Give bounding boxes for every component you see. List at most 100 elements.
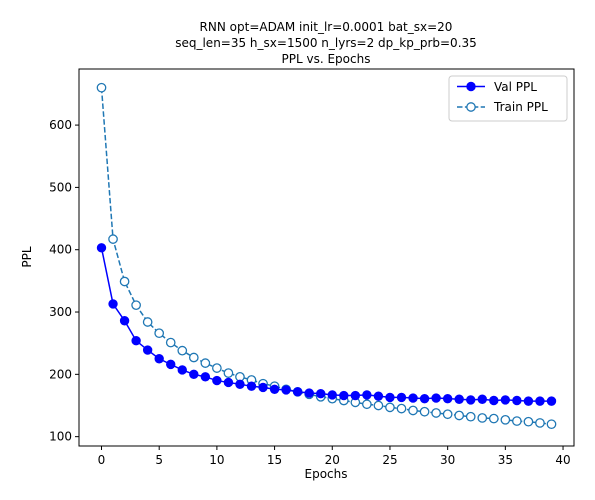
data-point-val-ppl — [431, 393, 441, 403]
data-point-val-ppl — [546, 396, 557, 406]
data-point-train-ppl — [188, 352, 199, 363]
data-point-train-ppl — [442, 409, 453, 420]
data-point-val-ppl — [96, 243, 107, 253]
y-tick-label: 300 — [49, 305, 72, 319]
legend-val-marker — [466, 81, 476, 92]
x-tick-label: 30 — [440, 453, 455, 467]
y-tick-label: 600 — [49, 118, 72, 132]
y-tick-label: 400 — [49, 243, 72, 257]
x-tick-label: 20 — [325, 453, 340, 467]
data-point-val-ppl — [362, 390, 372, 400]
legend-train-label: Train PPL — [493, 100, 548, 114]
data-point-train-ppl — [131, 300, 141, 311]
data-point-val-ppl — [350, 390, 361, 401]
data-point-val-ppl — [235, 379, 245, 390]
legend-train-marker — [466, 102, 476, 112]
data-point-train-ppl — [200, 358, 211, 368]
y-axis-label: PPL — [20, 246, 34, 267]
plot-area — [96, 82, 557, 430]
series-line-val-ppl — [100, 247, 552, 402]
x-tick-label: 5 — [155, 453, 163, 467]
x-tick-label: 40 — [555, 453, 570, 467]
data-point-val-ppl — [304, 388, 314, 398]
data-point-val-ppl — [246, 381, 257, 391]
data-point-train-ppl — [488, 413, 499, 424]
x-tick-label: 15 — [267, 453, 282, 467]
data-point-val-ppl — [454, 394, 464, 404]
data-point-train-ppl — [223, 368, 234, 378]
data-point-val-ppl — [339, 390, 349, 401]
data-point-val-ppl — [477, 394, 487, 404]
data-point-train-ppl — [477, 413, 488, 423]
legend: Val PPL Train PPL — [448, 75, 568, 122]
data-point-train-ppl — [108, 234, 118, 244]
data-point-val-ppl — [281, 385, 291, 395]
y-tick-label: 500 — [49, 180, 72, 194]
x-tick-label: 25 — [382, 453, 397, 467]
data-point-train-ppl — [431, 408, 441, 418]
data-point-train-ppl — [385, 402, 395, 413]
data-point-val-ppl — [535, 396, 545, 406]
data-point-val-ppl — [189, 369, 199, 380]
x-tick-label: 10 — [209, 453, 224, 467]
data-point-val-ppl — [396, 392, 407, 403]
data-point-val-ppl — [119, 316, 130, 326]
data-point-val-ppl — [142, 345, 153, 355]
data-point-val-ppl — [223, 377, 234, 388]
data-point-val-ppl — [154, 354, 164, 364]
data-point-train-ppl — [500, 414, 511, 425]
data-point-val-ppl — [500, 395, 511, 405]
y-tick-label: 200 — [49, 367, 72, 381]
data-point-val-ppl — [523, 396, 534, 406]
data-point-val-ppl — [200, 372, 211, 382]
data-point-train-ppl — [154, 328, 165, 339]
data-point-val-ppl — [108, 299, 118, 309]
axes-frame — [78, 68, 575, 447]
data-point-val-ppl — [166, 359, 176, 370]
data-point-train-ppl — [523, 416, 534, 427]
data-point-train-ppl — [535, 418, 545, 428]
data-point-train-ppl — [408, 405, 418, 416]
data-point-val-ppl — [269, 384, 280, 394]
data-point-train-ppl — [142, 317, 153, 327]
data-point-train-ppl — [465, 411, 476, 422]
series-line-train-ppl — [100, 87, 552, 425]
data-point-val-ppl — [131, 335, 141, 346]
data-point-train-ppl — [119, 276, 130, 287]
data-point-train-ppl — [396, 403, 407, 414]
data-point-val-ppl — [373, 391, 384, 401]
data-point-train-ppl — [454, 410, 465, 421]
y-tick-label: 100 — [49, 430, 72, 444]
data-point-train-ppl — [419, 406, 430, 417]
data-point-val-ppl — [419, 393, 430, 404]
chart-title-line-3: PPL vs. Epochs — [282, 52, 371, 66]
data-point-val-ppl — [489, 395, 499, 406]
data-point-val-ppl — [442, 393, 453, 404]
data-point-val-ppl — [292, 387, 303, 397]
data-point-val-ppl — [408, 393, 418, 403]
data-point-val-ppl — [327, 390, 337, 400]
data-point-train-ppl — [362, 399, 372, 410]
data-point-val-ppl — [466, 395, 476, 405]
legend-val-label: Val PPL — [494, 80, 537, 94]
axis-ticks: 0 5 10 15 20 25 30 35 40 100 200 300 400 500 600 — [49, 118, 571, 467]
data-point-train-ppl — [546, 419, 557, 430]
x-tick-label: 0 — [98, 453, 106, 467]
data-point-val-ppl — [316, 388, 326, 399]
data-point-val-ppl — [258, 382, 268, 393]
data-point-val-ppl — [177, 365, 187, 375]
data-point-val-ppl — [212, 375, 222, 386]
data-point-train-ppl — [512, 416, 522, 426]
data-point-val-ppl — [385, 392, 395, 403]
data-point-train-ppl — [165, 337, 176, 348]
data-point-train-ppl — [373, 400, 384, 411]
data-point-train-ppl — [177, 345, 188, 356]
data-point-val-ppl — [512, 395, 522, 406]
data-point-train-ppl — [212, 363, 222, 373]
data-point-train-ppl — [96, 82, 107, 93]
chart-title-line-2: seq_len=35 h_sx=1500 n_lyrs=2 dp_kp_prb=… — [175, 36, 477, 50]
x-axis-label: Epochs — [305, 467, 348, 481]
chart-title-line-1: RNN opt=ADAM init_lr=0.0001 bat_sx=20 — [200, 20, 453, 34]
